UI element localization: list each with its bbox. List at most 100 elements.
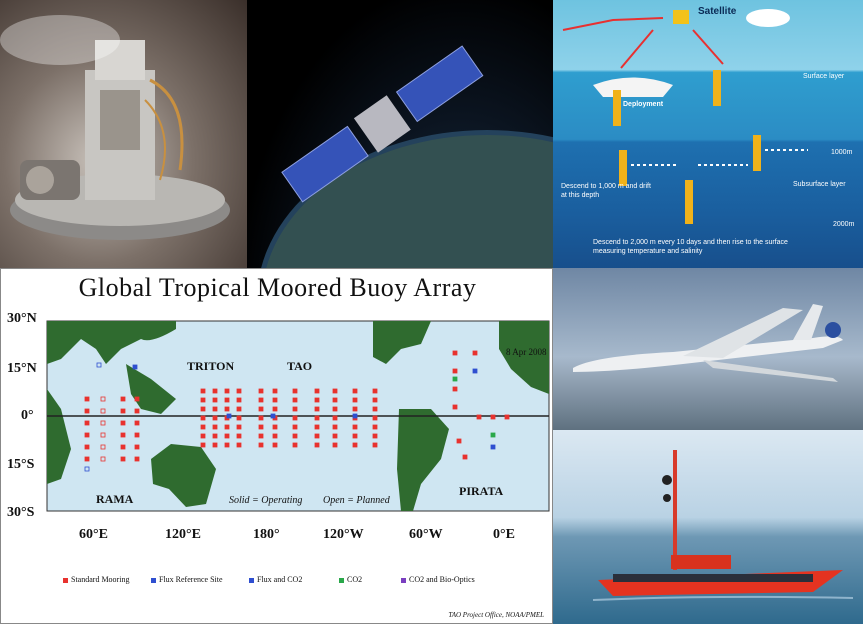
buoy-marker [332, 406, 338, 412]
lon-label-60w: 60°W [409, 527, 443, 542]
buoy-marker [134, 420, 140, 426]
autonomous-boat-photo [553, 430, 863, 624]
buoy-marker [236, 388, 242, 394]
buoy-marker [236, 442, 242, 448]
south-america-landmass [397, 409, 449, 511]
buoy-marker [212, 415, 218, 421]
buoy-marker [224, 397, 230, 403]
lon-label-180: 180° [253, 527, 280, 542]
buoy-marker [200, 433, 206, 439]
buoy-marker [270, 413, 276, 419]
buoy-marker [292, 442, 298, 448]
indonesia-landmass [126, 364, 176, 414]
buoy-marker [472, 368, 478, 374]
buoy-marker [452, 376, 458, 382]
buoy-marker [272, 433, 278, 439]
depth-2000-label: 2000m [833, 221, 855, 228]
buoy-marker [314, 442, 320, 448]
buoy-marker [258, 388, 264, 394]
buoy-marker [226, 413, 232, 419]
buoy-marker [476, 414, 482, 420]
buoy-marker [212, 388, 218, 394]
buoy-marker [134, 408, 140, 414]
buoy-marker [452, 404, 458, 410]
buoy-marker [120, 420, 126, 426]
region-pirata: PIRATA [459, 484, 504, 498]
open-note: Open = Planned [323, 495, 391, 506]
argo-float-diagram: Satellite Deployment Surface layer 1000m… [553, 0, 863, 268]
map-canvas: TRITON TAO RAMA PIRATA 8 Apr 2008 Solid … [46, 320, 550, 512]
buoy-marker [352, 388, 358, 394]
buoy-marker [236, 397, 242, 403]
legend-swatch [401, 577, 406, 583]
buoy-marker [258, 415, 264, 421]
buoy-marker [200, 397, 206, 403]
buoy-marker [120, 432, 126, 438]
uav-illustration [573, 304, 843, 382]
buoy-marker [490, 444, 496, 450]
descend-2000-caption: Descend to 2,000 m every 10 days and the… [593, 239, 788, 255]
buoy-marker [132, 364, 138, 370]
buoy-marker [84, 456, 90, 462]
buoy-marker [134, 432, 140, 438]
buoy-marker [314, 424, 320, 430]
buoy-marker [258, 406, 264, 412]
buoy-marker [212, 442, 218, 448]
lat-label-30n: 30°N [7, 311, 37, 326]
buoy-marker [292, 406, 298, 412]
buoy-marker [352, 406, 358, 412]
map-date: 8 Apr 2008 [506, 347, 547, 357]
legend-swatch [339, 577, 344, 583]
legend-label: Flux and CO2 [257, 575, 303, 584]
buoy-marker [292, 415, 298, 421]
buoy-marker [120, 444, 126, 450]
buoy-marker [236, 415, 242, 421]
buoy-marker [96, 362, 102, 368]
buoy-marker [352, 397, 358, 403]
buoy-marker [314, 397, 320, 403]
instrument-illustration [0, 15, 230, 240]
cryogenic-instrument-photo [0, 0, 247, 268]
buoy-marker [292, 433, 298, 439]
buoy-marker [224, 442, 230, 448]
buoy-marker [456, 438, 462, 444]
buoy-marker [292, 388, 298, 394]
buoy-marker [134, 396, 140, 402]
buoy-marker [258, 442, 264, 448]
lat-label-15n: 15°N [7, 361, 37, 376]
buoy-marker [212, 397, 218, 403]
buoy-marker [224, 388, 230, 394]
argo-floats-graphic [562, 9, 808, 224]
buoy-marker [236, 406, 242, 412]
lon-label-60e: 60°E [79, 527, 108, 542]
buoy-marker [272, 406, 278, 412]
lon-label-120w: 120°W [323, 527, 364, 542]
buoy-marker [372, 388, 378, 394]
map-credit: TAO Project Office, NOAA/PMEL [448, 611, 544, 619]
region-rama: RAMA [96, 492, 134, 506]
buoy-marker [314, 388, 320, 394]
africa-landmass [47, 389, 71, 484]
buoy-marker [314, 433, 320, 439]
lat-label-15s: 15°S [7, 457, 35, 472]
north-america-landmass [373, 321, 431, 364]
legend-item: Flux Reference Site [151, 575, 223, 584]
legend-label: Standard Mooring [71, 575, 130, 584]
buoy-marker [372, 442, 378, 448]
buoy-marker [120, 408, 126, 414]
boat-illustration [592, 450, 854, 601]
buoy-marker [258, 397, 264, 403]
legend-label: CO2 and Bio-Optics [409, 575, 475, 584]
buoy-marker [332, 415, 338, 421]
buoy-marker [314, 415, 320, 421]
buoy-marker [134, 456, 140, 462]
legend-item: CO2 [339, 575, 362, 584]
buoy-marker [490, 414, 496, 420]
solid-note: Solid = Operating [229, 495, 302, 506]
legend-item: CO2 and Bio-Optics [401, 575, 475, 584]
region-triton: TRITON [187, 359, 234, 373]
buoy-marker [212, 424, 218, 430]
descend-1000-caption: Descend to 1,000 m and drift at this dep… [561, 183, 651, 199]
buoy-marker [332, 442, 338, 448]
buoy-marker [372, 415, 378, 421]
